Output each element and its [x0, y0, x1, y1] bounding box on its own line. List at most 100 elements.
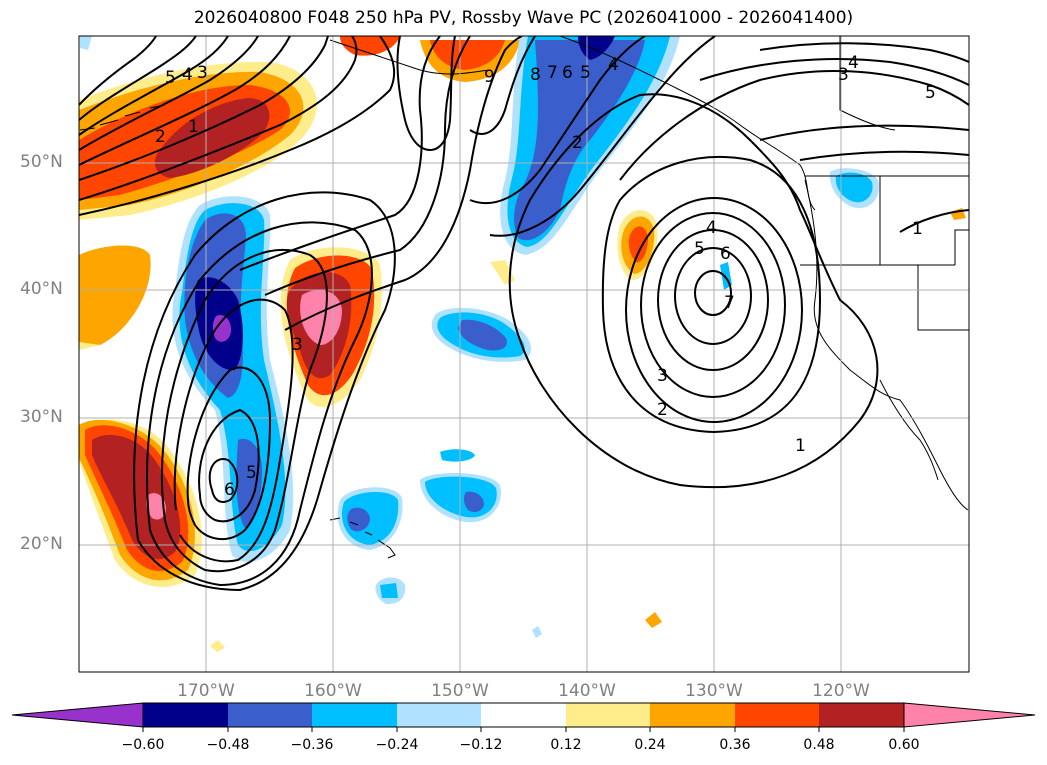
contour-ridge — [79, 36, 358, 201]
anomaly-negative-spot — [80, 36, 92, 50]
contour-trough — [198, 408, 260, 523]
contour-label: 1 — [912, 219, 923, 239]
contour-label: 5 — [246, 463, 257, 483]
contour-label: 4 — [706, 218, 717, 238]
colorbar-tick-label: −0.12 — [459, 737, 503, 753]
map-frame — [78, 35, 970, 673]
contour-ridge — [79, 36, 396, 216]
anomaly-positive-spot — [645, 612, 662, 628]
positive-anomalies — [79, 36, 966, 652]
latitude-label: 40°N — [20, 279, 63, 299]
contour-trough — [160, 249, 328, 573]
contour-mid — [239, 36, 441, 271]
contour-ridge — [79, 36, 329, 181]
colorbar-segment — [228, 703, 312, 727]
contour-label: 6 — [562, 63, 573, 83]
contour-label: 1 — [188, 117, 199, 137]
colorbar-tick-label: −0.24 — [375, 737, 419, 753]
anomaly-negative-hawaii — [341, 491, 399, 545]
longitude-label: 140°W — [558, 681, 616, 701]
contour-mid — [469, 36, 536, 135]
colorbar-segment — [566, 703, 650, 727]
anomaly-negative-central — [458, 319, 507, 351]
contour-label: 3 — [292, 335, 303, 355]
contour-mid — [469, 36, 646, 205]
anomaly-positive-northcentral — [430, 40, 505, 70]
contour-ridge — [79, 36, 291, 166]
anomaly-negative-hawaii — [347, 507, 370, 532]
anomaly-negative-spot — [380, 583, 398, 598]
contour-label: 5 — [580, 63, 591, 83]
contour-ridge — [79, 36, 157, 106]
contour-label: 5 — [925, 83, 936, 103]
contour-label: 2 — [657, 400, 668, 420]
colorbar-extend-max — [903, 702, 1036, 728]
anomaly-positive-west — [79, 342, 100, 350]
contour-label: 5 — [165, 68, 176, 88]
anomaly-negative-trough — [212, 314, 232, 342]
negative-anomalies — [80, 36, 879, 638]
anomaly-negative-spot — [835, 172, 873, 203]
contour-mid — [489, 36, 716, 237]
colorbar-tick-label: 0.12 — [550, 737, 582, 753]
contour-label: 5 — [694, 239, 705, 259]
latitude-label: 20°N — [20, 534, 63, 554]
colorbar-tick-label: −0.48 — [206, 737, 250, 753]
contour-low — [640, 212, 786, 398]
colorbar-segment — [650, 703, 735, 727]
contour-low — [508, 93, 879, 489]
longitude-label: 150°W — [431, 681, 489, 701]
colorbar-segment — [312, 703, 397, 727]
contour-ridge — [79, 36, 197, 121]
contour-label: 2 — [155, 127, 166, 147]
anomaly-positive-west — [79, 245, 151, 345]
contour-label: 6 — [224, 480, 235, 500]
contour-label: 7 — [724, 293, 735, 313]
anomaly-negative-north — [514, 40, 645, 241]
contour-mid — [396, 36, 456, 152]
contour-label: 4 — [608, 55, 619, 75]
map-title: 2026040800 F048 250 hPa PV, Rossby Wave … — [193, 8, 854, 28]
colorbar-tick-label: 0.24 — [634, 737, 666, 753]
contour-ridge — [79, 36, 229, 136]
colorbar-frame — [142, 702, 905, 728]
contour-northeast — [759, 42, 969, 63]
contour-northeast — [799, 150, 969, 161]
border-states — [800, 36, 969, 331]
anomaly-negative-south — [463, 491, 484, 513]
contour-ridge — [79, 36, 259, 151]
contour-label: 1 — [795, 436, 806, 456]
colorbar-segment — [397, 703, 481, 727]
contour-low — [694, 270, 732, 316]
anomaly-positive-spot — [210, 640, 225, 652]
contour-trough — [173, 298, 294, 563]
colorbar-segment — [143, 703, 228, 727]
contour-label: 3 — [657, 366, 668, 386]
map-plot-area — [79, 36, 969, 672]
latitude-label: 30°N — [20, 407, 63, 427]
contour-label: 4 — [182, 65, 193, 85]
anomaly-negative-trough — [236, 438, 262, 528]
contour-label: 4 — [848, 53, 859, 73]
contour-label: 6 — [720, 244, 731, 264]
anomaly-negative-spot — [532, 626, 542, 638]
contour-label: 3 — [838, 65, 849, 85]
contour-northeast — [899, 209, 969, 233]
colorbar-tick-label: −0.36 — [290, 737, 334, 753]
contour-label: 3 — [197, 63, 208, 83]
anomaly-positive-southwest — [146, 493, 166, 520]
contour-low — [625, 197, 803, 423]
anomaly-positive-northwest — [154, 98, 270, 178]
colorbar-segment — [735, 703, 819, 727]
longitude-label: 170°W — [177, 681, 235, 701]
anomaly-negative-spot — [440, 449, 475, 462]
contour-mid — [284, 36, 523, 331]
contour-label: 8 — [530, 65, 541, 85]
contour-label: 9 — [484, 67, 495, 87]
coastline-baja — [879, 379, 939, 481]
contour-low — [657, 229, 769, 371]
anomaly-positive-central — [300, 290, 342, 345]
longitude-label: 120°W — [812, 681, 870, 701]
contour-northeast — [759, 124, 969, 141]
